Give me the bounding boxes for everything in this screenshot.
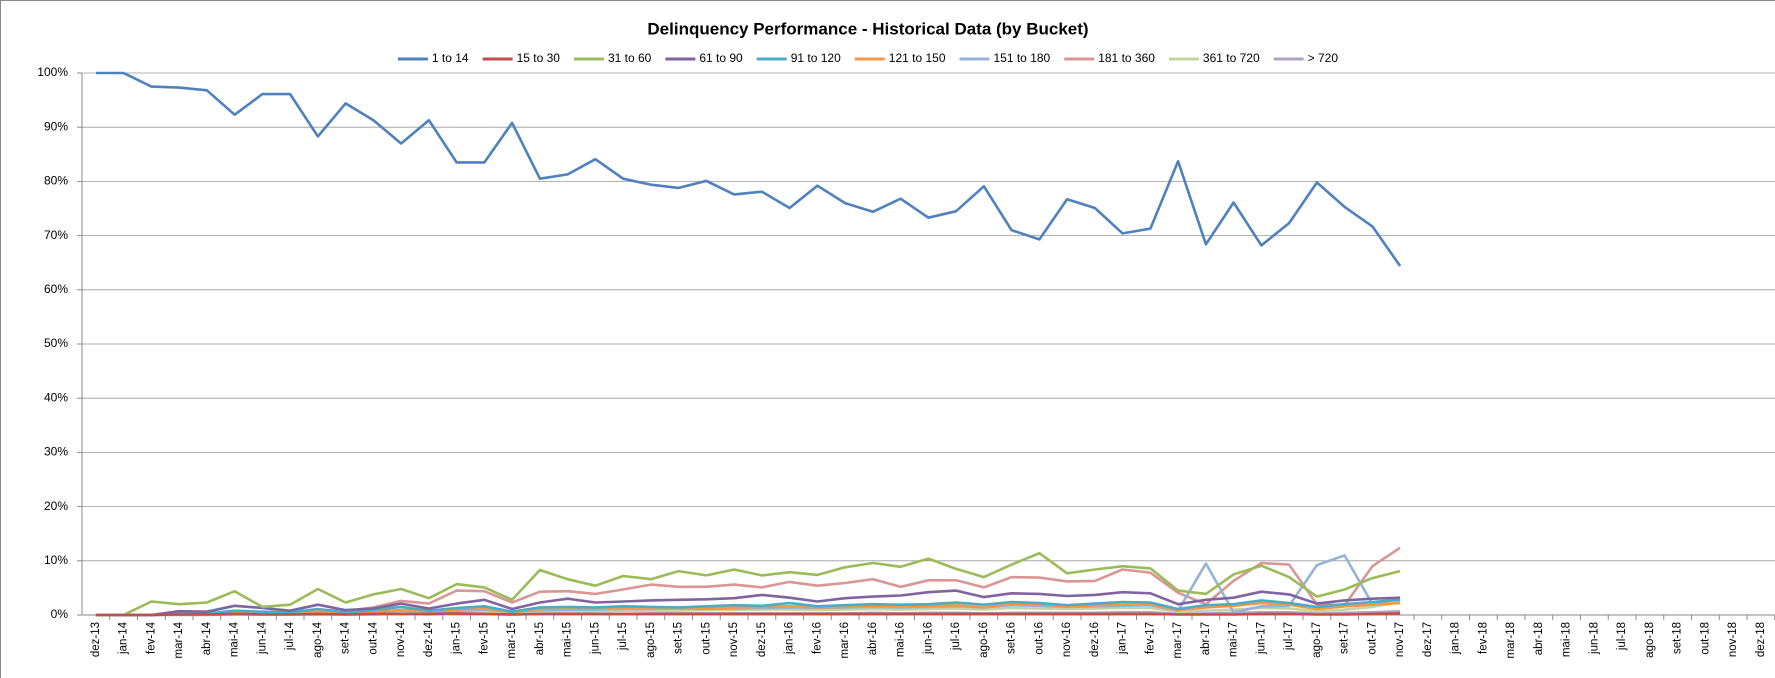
legend-label: 61 to 90 xyxy=(699,51,743,65)
x-tick-label: jul-18 xyxy=(1616,622,1628,651)
x-tick-label: mar-16 xyxy=(839,622,851,658)
legend-label: 31 to 60 xyxy=(608,51,652,65)
legend-label: 121 to 150 xyxy=(889,51,946,65)
x-tick-label: abr-14 xyxy=(201,621,213,655)
x-tick-label: dez-18 xyxy=(1755,622,1767,657)
x-tick-label: set-16 xyxy=(1006,622,1018,654)
x-tick-label: nov-16 xyxy=(1061,622,1073,657)
x-tick-label: mar-17 xyxy=(1172,622,1184,658)
x-tick-label: out-18 xyxy=(1699,622,1711,655)
legend-label: 1 to 14 xyxy=(432,51,469,65)
x-tick-label: mai-18 xyxy=(1561,622,1573,657)
series-line xyxy=(95,71,1402,267)
x-tick-label: out-16 xyxy=(1033,622,1045,655)
chart-title: Delinquency Performance - Historical Dat… xyxy=(647,19,1088,38)
x-tick-label: fev-16 xyxy=(811,622,823,654)
legend-label: 15 to 30 xyxy=(517,51,561,65)
legend-label: > 720 xyxy=(1308,51,1339,65)
x-tick-label: mai-14 xyxy=(229,621,241,657)
x-tick-label: jan-15 xyxy=(451,622,463,655)
x-tick-label: ago-14 xyxy=(312,621,324,657)
x-tick-label: jun-18 xyxy=(1588,622,1600,655)
series-line xyxy=(95,589,1401,617)
x-tick-label: jun-16 xyxy=(922,622,934,655)
x-tick-label: set-17 xyxy=(1339,622,1351,654)
y-tick-label: 50% xyxy=(44,336,68,350)
y-tick-label: 10% xyxy=(44,553,68,567)
x-tick-label: dez-17 xyxy=(1422,622,1434,657)
y-tick-label: 70% xyxy=(44,228,68,242)
y-tick-label: 30% xyxy=(44,445,68,459)
x-tick-label: out-14 xyxy=(367,621,379,654)
x-tick-label: jan-18 xyxy=(1450,622,1462,655)
x-tick-label: dez-15 xyxy=(756,622,768,657)
x-tick-label: dez-13 xyxy=(90,622,102,657)
x-tick-label: abr-15 xyxy=(534,622,546,655)
x-tick-label: ago-18 xyxy=(1644,622,1656,658)
x-tick-label: set-14 xyxy=(340,621,352,654)
x-tick-label: dez-16 xyxy=(1089,622,1101,657)
x-tick-label: ago-16 xyxy=(978,622,990,658)
x-tick-label: nov-14 xyxy=(395,621,407,657)
series-line xyxy=(95,612,1401,617)
series-line xyxy=(95,551,1401,617)
x-tick-label: ago-17 xyxy=(1311,622,1323,658)
x-tick-label: mai-15 xyxy=(562,622,574,657)
x-tick-label: mai-16 xyxy=(895,622,907,657)
y-tick-label: 80% xyxy=(44,174,68,188)
x-tick-label: set-18 xyxy=(1672,622,1684,654)
x-tick-label: jan-17 xyxy=(1117,622,1129,655)
x-tick-label: jan-14 xyxy=(118,621,130,655)
legend-label: 91 to 120 xyxy=(791,51,841,65)
x-tick-label: abr-17 xyxy=(1200,622,1212,655)
legend-label: 151 to 180 xyxy=(993,51,1050,65)
legend: 1 to 14 15 to 30 31 to 60 61 to 90 91 to 120… xyxy=(397,51,1339,65)
x-tick-label: jul-16 xyxy=(950,622,962,651)
x-tick-label: nov-15 xyxy=(728,622,740,657)
x-tick-label: fev-15 xyxy=(478,622,490,654)
x-tick-label: out-17 xyxy=(1366,622,1378,655)
series-line xyxy=(95,598,1401,617)
x-tick-label: jul-14 xyxy=(284,621,296,651)
y-tick-label: 90% xyxy=(44,119,68,133)
x-tick-label: mai-17 xyxy=(1228,622,1240,657)
x-tick-label: mar-18 xyxy=(1505,622,1517,658)
x-tick-label: nov-18 xyxy=(1727,622,1739,657)
y-tick-label: 100% xyxy=(37,65,68,79)
x-tick-label: nov-17 xyxy=(1394,622,1406,657)
x-tick-label: jul-15 xyxy=(617,622,629,651)
y-tick-label: 0% xyxy=(51,607,69,621)
x-tick-label: fev-17 xyxy=(1144,622,1156,654)
x-tick-label: fev-14 xyxy=(145,621,157,654)
x-tick-label: set-15 xyxy=(673,622,685,654)
x-tick-label: abr-16 xyxy=(867,622,879,655)
x-tick-label: jan-16 xyxy=(784,622,796,655)
x-tick-label: mar-14 xyxy=(173,621,185,658)
x-tick-label: jun-17 xyxy=(1255,622,1267,655)
x-tick-label: jun-14 xyxy=(256,621,268,655)
x-tick-label: ago-15 xyxy=(645,622,657,658)
legend-label: 361 to 720 xyxy=(1203,51,1260,65)
x-tick-label: mar-15 xyxy=(506,622,518,658)
y-tick-label: 40% xyxy=(44,390,68,404)
legend-label: 181 to 360 xyxy=(1098,51,1155,65)
x-tick-label: jun-15 xyxy=(589,622,601,655)
x-tick-label: out-15 xyxy=(700,622,712,655)
x-tick-label: jul-17 xyxy=(1283,622,1295,651)
x-tick-label: dez-14 xyxy=(423,621,435,657)
x-tick-label: abr-18 xyxy=(1533,622,1545,655)
y-tick-label: 20% xyxy=(44,499,68,513)
x-tick-label: fev-18 xyxy=(1477,622,1489,654)
y-tick-label: 60% xyxy=(44,282,68,296)
